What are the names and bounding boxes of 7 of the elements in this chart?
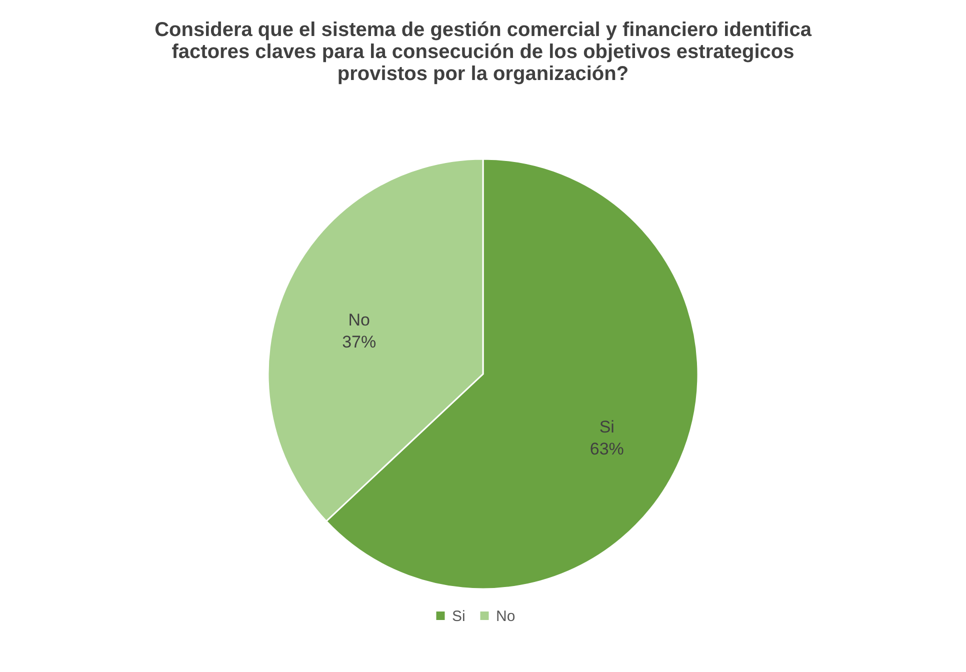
legend-label: No <box>496 608 516 625</box>
chart-title: Considera que el sistema de gestión comercial y financiero identifica factores claves para la consecución de los objetivos estrategicos provistos por la organización? <box>154 19 812 85</box>
data-label: 63% <box>590 440 624 459</box>
slice-label: No <box>348 310 370 330</box>
data-label: 37% <box>342 332 376 352</box>
legend-label: Si <box>452 608 466 625</box>
slice-label: Si <box>599 418 614 437</box>
